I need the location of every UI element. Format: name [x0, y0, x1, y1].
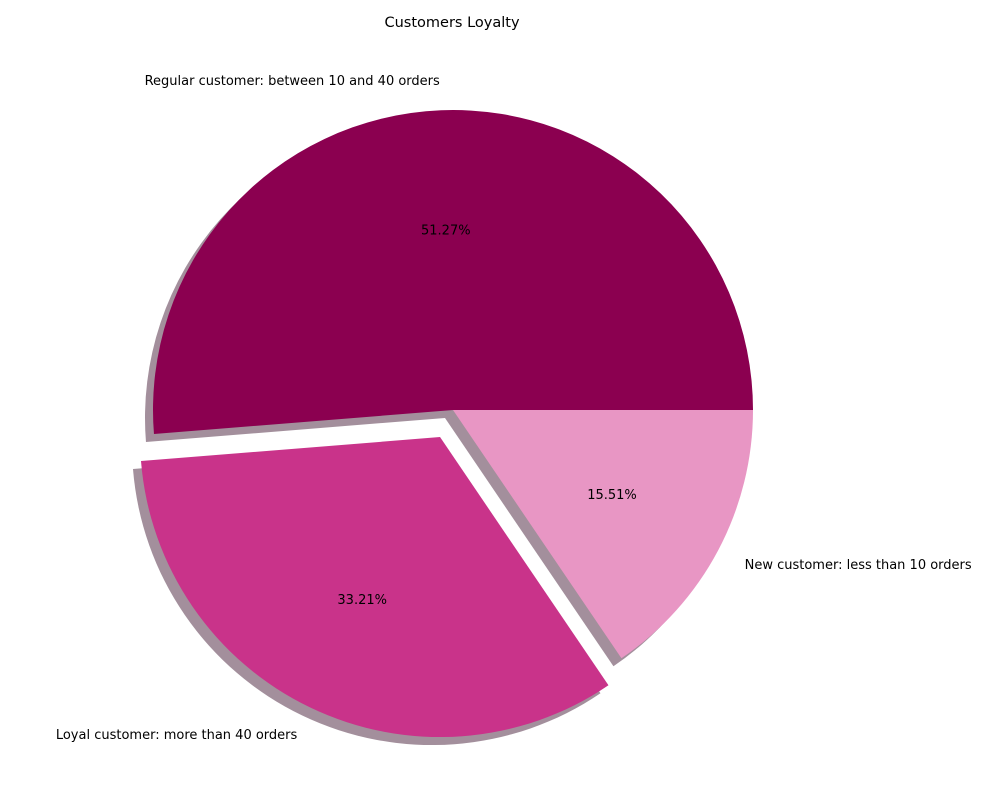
label-layer: 51.27% Regular customer: between 10 and 4… [56, 74, 972, 743]
chart-title: Customers Loyalty [384, 15, 519, 31]
slice-regular-customer [152, 110, 753, 435]
slice-label-loyal-customer: Loyal customer: more than 40 orders [56, 728, 298, 743]
pct-label-loyal-customer: 33.21% [337, 593, 387, 608]
slice-label-new-customer: New customer: less than 10 orders [745, 558, 972, 573]
pct-label-regular-customer: 51.27% [421, 224, 471, 239]
slice-loyal-customer [140, 437, 609, 738]
slice-layer [140, 110, 753, 738]
slice-label-regular-customer: Regular customer: between 10 and 40 orde… [145, 74, 440, 89]
slice-new-customer [453, 410, 753, 659]
pct-label-new-customer: 15.51% [587, 488, 637, 503]
